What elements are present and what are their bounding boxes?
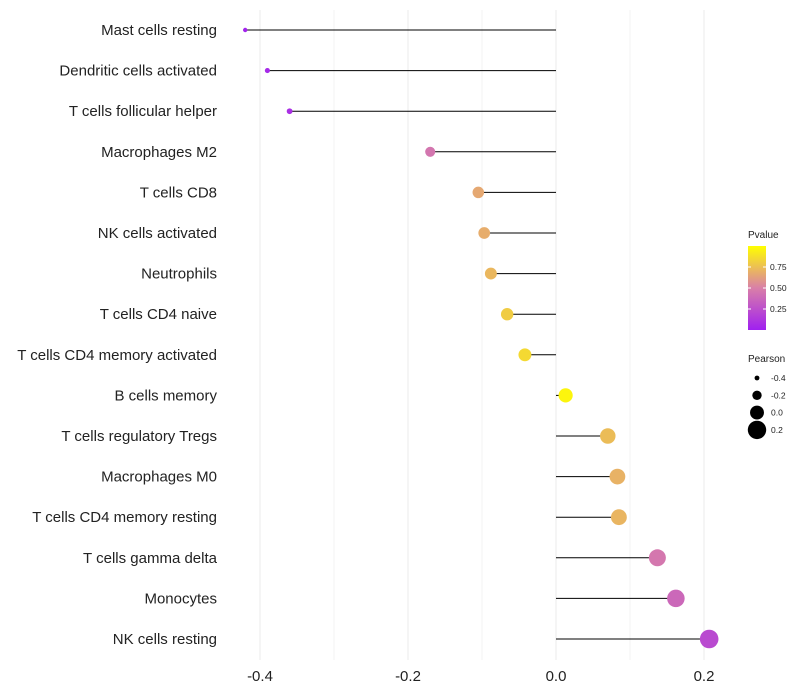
category-labels: Mast cells resting Dendritic cells activa… — [17, 22, 217, 648]
category-label: T cells follicular helper — [69, 103, 217, 120]
size-legend-dot — [754, 375, 760, 381]
data-point — [478, 227, 491, 239]
pearson-legend-tick-label: 0.2 — [771, 425, 783, 435]
category-label: T cells CD4 memory activated — [17, 347, 217, 364]
category-label: NK cells activated — [98, 225, 217, 242]
data-point — [264, 68, 270, 74]
data-point — [425, 146, 436, 157]
data-point — [286, 108, 293, 115]
data-point — [243, 27, 248, 33]
points — [243, 27, 719, 649]
pvalue-legend: Pvalue 0.25 0.50 0.75 — [748, 230, 787, 330]
data-point — [699, 629, 719, 649]
data-point — [610, 509, 627, 526]
category-label: T cells regulatory Tregs — [61, 428, 217, 445]
category-label: Mast cells resting — [101, 22, 217, 39]
data-point — [667, 589, 685, 608]
category-label: NK cells resting — [113, 631, 217, 648]
x-tick-label: 0.2 — [694, 668, 715, 685]
data-point — [484, 267, 497, 280]
size-legend-dot — [747, 420, 767, 440]
category-label: B cells memory — [114, 387, 217, 404]
size-legend-dot — [750, 405, 764, 420]
x-tick-label: 0.0 — [546, 668, 567, 685]
pvalue-legend-tick-label: 0.25 — [770, 304, 787, 314]
pvalue-legend-tick-label: 0.75 — [770, 262, 787, 272]
pvalue-legend-tick-label: 0.50 — [770, 283, 787, 293]
category-label: T cells CD4 naive — [100, 306, 217, 323]
category-label: T cells gamma delta — [83, 550, 218, 567]
data-point — [648, 549, 666, 567]
category-label: Dendritic cells activated — [59, 63, 217, 80]
category-label: Macrophages M2 — [101, 144, 217, 161]
data-point — [609, 468, 626, 485]
stems — [245, 29, 710, 640]
pearson-legend-tick-label: 0.0 — [771, 408, 783, 418]
pearson-legend-title: Pearson — [748, 354, 785, 365]
category-label: T cells CD4 memory resting — [32, 509, 217, 526]
data-point — [472, 186, 485, 199]
pearson-legend: Pearson -0.4 -0.2 0.0 0.2 — [747, 354, 786, 440]
pvalue-legend-title: Pvalue — [748, 230, 779, 241]
gridlines — [259, 10, 705, 660]
x-tick-label: -0.4 — [247, 668, 273, 685]
pvalue-colorbar — [748, 246, 766, 330]
data-point — [518, 348, 532, 362]
category-label: T cells CD8 — [140, 184, 217, 201]
category-label: Neutrophils — [141, 266, 217, 283]
x-axis-ticks: -0.4 -0.2 0.0 0.2 — [247, 668, 714, 685]
x-tick-label: -0.2 — [395, 668, 421, 685]
data-point — [558, 388, 573, 403]
data-point — [600, 428, 616, 444]
size-legend-dot — [752, 390, 762, 400]
category-label: Macrophages M0 — [101, 469, 217, 486]
pearson-legend-tick-label: -0.4 — [771, 373, 786, 383]
data-point — [500, 308, 514, 321]
pearson-legend-tick-label: -0.2 — [771, 390, 786, 400]
category-label: Monocytes — [144, 590, 217, 607]
